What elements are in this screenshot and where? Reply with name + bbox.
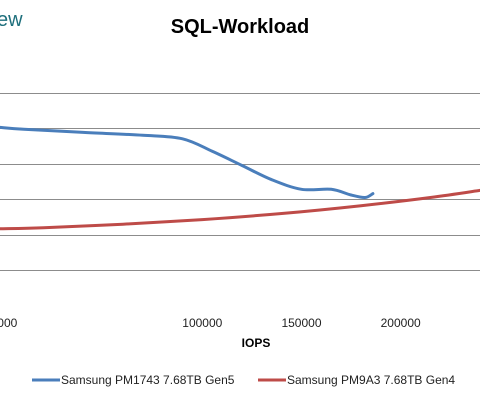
- gridlines: [0, 93, 480, 271]
- legend-label-1: Samsung PM1743 7.68TB Gen5: [61, 373, 235, 387]
- legend: Samsung PM1743 7.68TB Gen5 Samsung PM9A3 …: [32, 373, 455, 387]
- series-lines: [0, 125, 480, 231]
- brand-logo-fragment: ew: [0, 9, 23, 31]
- series-line-1: [0, 125, 375, 200]
- chart-title: SQL-Workload: [171, 16, 310, 38]
- x-tick-label: 150000: [281, 316, 321, 330]
- x-tick-label: 0000: [0, 316, 18, 330]
- x-tick-label: 200000: [381, 316, 421, 330]
- series-line-2: [0, 188, 480, 231]
- legend-label-2: Samsung PM9A3 7.68TB Gen4: [287, 373, 455, 387]
- x-tick-label: 100000: [182, 316, 222, 330]
- x-axis-title: IOPS: [242, 336, 271, 350]
- x-tick-labels: 0000 100000 150000 200000: [0, 316, 421, 330]
